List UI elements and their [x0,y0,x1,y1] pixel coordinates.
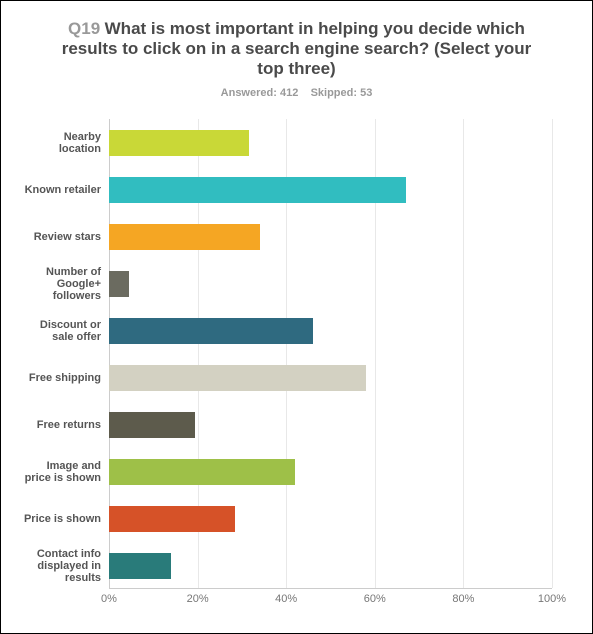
bar [109,459,295,485]
bar-row: Contact info displayed in results [109,553,552,579]
bar-row: Image and price is shown [109,459,552,485]
category-label: Free shipping [19,371,109,383]
category-label: Number of Google+ followers [19,265,109,301]
bar [109,412,195,438]
bar-row: Free returns [109,412,552,438]
bar [109,318,313,344]
bar [109,130,249,156]
question-number: Q19 [68,19,100,38]
bar-row: Free shipping [109,365,552,391]
x-axis: 0%20%40%60%80%100% [109,589,552,609]
bar-row: Nearby location [109,130,552,156]
x-tick-label: 20% [187,593,209,605]
question-text: What is most important in helping you de… [62,19,532,78]
x-tick-label: 100% [538,593,566,605]
category-label: Price is shown [19,512,109,524]
category-label: Free returns [19,418,109,430]
skipped-label: Skipped: [311,87,357,99]
x-tick-label: 80% [452,593,474,605]
bar-chart: Nearby locationKnown retailerReview star… [19,119,574,609]
answered-label: Answered: [221,87,277,99]
x-tick-label: 60% [364,593,386,605]
response-meta: Answered: 412 Skipped: 53 [19,87,574,99]
category-label: Contact info displayed in results [19,547,109,583]
bar-row: Known retailer [109,177,552,203]
bar-row: Number of Google+ followers [109,271,552,297]
answered-count: 412 [280,87,298,99]
category-label: Nearby location [19,130,109,154]
bar [109,271,129,297]
bar-row: Price is shown [109,506,552,532]
category-label: Review stars [19,230,109,242]
bar [109,365,366,391]
gridline [552,119,553,588]
bar [109,506,235,532]
x-tick-label: 0% [101,593,117,605]
plot-area: Nearby location Known retailer Review star… [109,119,552,589]
x-tick-label: 40% [275,593,297,605]
category-label: Known retailer [19,183,109,195]
category-label: Discount or sale offer [19,318,109,342]
skipped-count: 53 [360,87,372,99]
bar [109,224,260,250]
bar [109,553,171,579]
category-label: Image and price is shown [19,459,109,483]
bar [109,177,406,203]
chart-title: Q19 What is most important in helping yo… [49,19,544,79]
bar-row: Review stars [109,224,552,250]
bar-row: Discount or sale offer [109,318,552,344]
